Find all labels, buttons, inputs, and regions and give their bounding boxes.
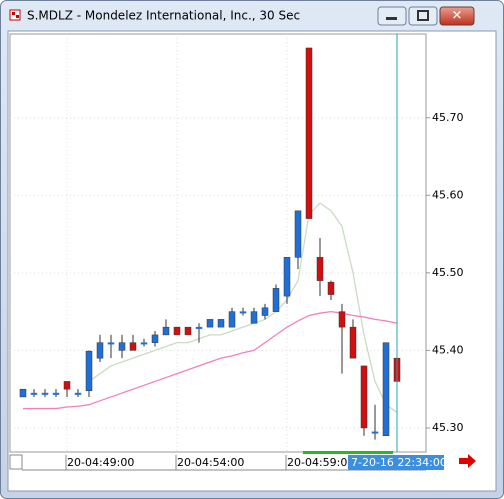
app-icon-dot	[16, 15, 19, 18]
candle-body	[151, 334, 159, 343]
candle-body	[371, 431, 379, 434]
crosshair-label-box	[348, 455, 444, 470]
close-button[interactable]	[439, 6, 475, 26]
candle-body	[96, 342, 104, 359]
candle-body	[129, 342, 137, 351]
x-tick-label: 20-04:54:00	[177, 456, 244, 469]
candle-body	[382, 342, 390, 436]
candle-body	[118, 342, 126, 351]
crosshair-label: 7-20-16 22:34:00	[351, 456, 447, 469]
candle-body	[360, 365, 368, 429]
x-tick-label: 20-04:59:00	[287, 456, 354, 469]
candle-body	[19, 388, 27, 398]
session-bar	[303, 451, 393, 454]
y-tick-label: 45.70	[432, 111, 464, 124]
candle-body	[173, 326, 181, 336]
candle-body	[217, 319, 225, 328]
candle-body	[85, 350, 93, 391]
candle-body	[162, 326, 170, 336]
candle-body	[41, 392, 49, 395]
candle-body	[349, 326, 357, 359]
window-title: S.MDLZ - Mondelez International, Inc., 3…	[27, 9, 300, 23]
minimize-icon	[386, 17, 397, 20]
candle-body	[52, 392, 60, 395]
candle-body	[184, 326, 192, 336]
y-tick-label: 45.40	[432, 343, 464, 356]
candle-body	[316, 257, 324, 281]
candle-body	[338, 311, 346, 328]
candle-body	[239, 311, 247, 314]
candle-body	[272, 288, 280, 312]
scroll-right-arrow[interactable]	[459, 454, 476, 468]
candle-body	[250, 311, 258, 324]
candle-body	[327, 281, 335, 295]
candle-body	[195, 326, 203, 329]
candle-body	[283, 257, 291, 297]
candle-body	[206, 319, 214, 328]
candle-body	[305, 47, 313, 219]
y-tick-label: 45.50	[432, 266, 464, 279]
close-icon: ✕	[452, 9, 463, 24]
y-tick-label: 45.30	[432, 421, 464, 434]
candle-body	[140, 342, 148, 345]
moving-average-line	[23, 310, 398, 410]
minimize-button[interactable]	[377, 6, 407, 26]
y-tick-label: 45.60	[432, 188, 464, 201]
x-tick-label: 20-04:49:00	[67, 456, 134, 469]
candle-body	[30, 392, 38, 395]
candle-body	[261, 307, 269, 316]
candle-body	[63, 381, 71, 390]
app-icon-dot	[12, 12, 15, 15]
plot-area	[9, 33, 427, 453]
scroll-box[interactable]	[9, 454, 23, 470]
candle-body	[294, 210, 302, 258]
candle-body	[74, 392, 82, 395]
moving-average-line	[88, 202, 398, 413]
maximize-icon	[417, 10, 429, 21]
candle-body	[228, 311, 236, 328]
maximize-button[interactable]	[408, 6, 438, 26]
candle-body	[107, 342, 115, 345]
